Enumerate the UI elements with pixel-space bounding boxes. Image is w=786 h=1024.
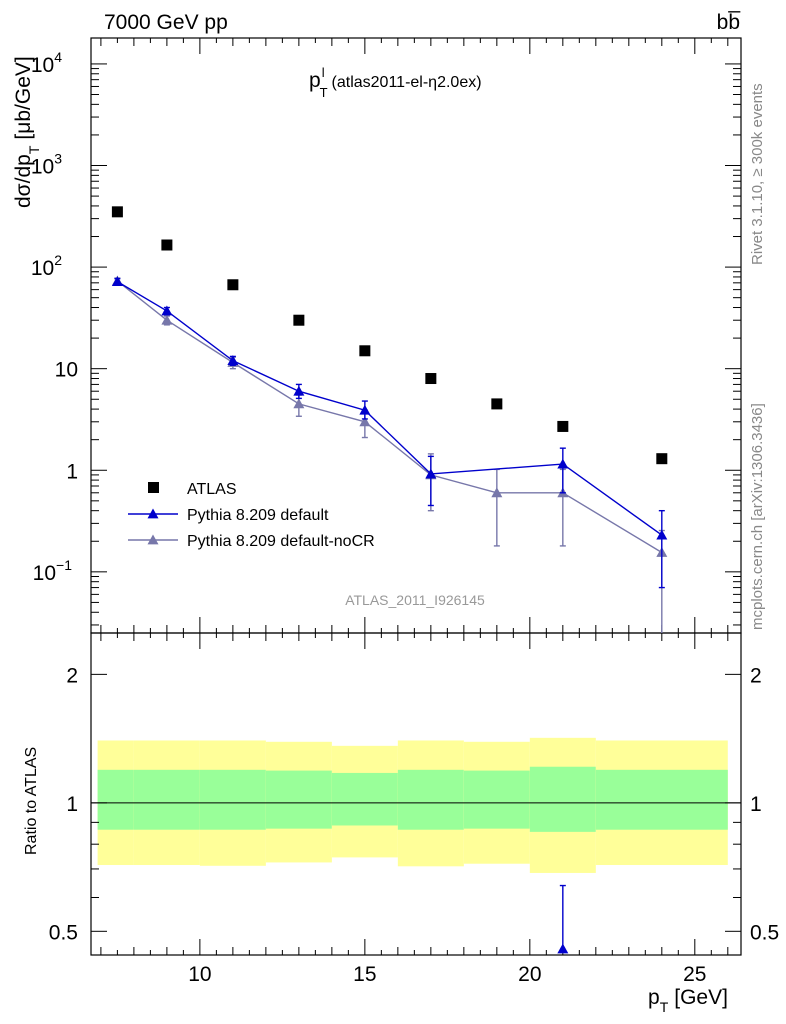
x-tick-label: 10 [188, 963, 211, 986]
band-inner-4 [331, 772, 398, 826]
legend-label: Pythia 8.209 default [187, 507, 329, 524]
band-inner-7 [529, 766, 596, 832]
x-tick-label: 15 [353, 963, 376, 986]
legend-label: ATLAS [187, 481, 237, 498]
data-point [161, 314, 173, 325]
ratio-y-tick-label: 1 [66, 793, 78, 816]
data-point [161, 239, 173, 251]
data-point [425, 373, 437, 385]
y-axis-label: dσ/dpT[μb/GeV] [12, 56, 42, 208]
data-point [227, 355, 239, 366]
band-inner-5 [397, 769, 464, 830]
data-point [293, 314, 305, 326]
analysis-watermark: ATLAS_2011_I926145 [345, 592, 485, 608]
data-point [359, 404, 371, 415]
legend-marker [147, 534, 159, 545]
data-point [161, 305, 173, 316]
y-tick-label: 103 [31, 151, 62, 179]
legend: ATLAS Pythia 8.209 default Pythia 8.209 de… [128, 481, 375, 550]
plot-title: pl T(atlas2011-el-η2.0ex) [309, 65, 482, 100]
ratio-plot-frame [90, 632, 742, 956]
data-point [293, 398, 305, 409]
ratio-y-axis-label: Ratio to ATLAS [23, 747, 40, 855]
ratio-y-tick-label: 2 [66, 664, 78, 687]
energy-label: 7000 GeV pp [104, 11, 228, 34]
legend-label: Pythia 8.209 default-noCR [187, 533, 375, 550]
series-1 [111, 276, 668, 589]
data-point [491, 398, 503, 410]
y-tick-label: 102 [31, 252, 62, 280]
series-2 [111, 275, 668, 633]
ratio-uncertainty-bands [97, 737, 728, 873]
data-point [557, 458, 569, 469]
ratio-y-tick-label: 0.5 [49, 921, 78, 944]
band-inner-0 [97, 769, 134, 830]
data-point [656, 529, 668, 540]
ratio-y-tick-label-right: 2 [750, 664, 762, 687]
y-tick-label: 104 [31, 49, 62, 77]
band-inner-8 [595, 769, 728, 830]
ratio-y-tick-label-right: 1 [750, 793, 762, 816]
data-point [227, 279, 239, 291]
mcplots-label: mcplots.cern.ch [arXiv:1306.3436] [749, 403, 766, 630]
ratio-y-tick-label-right: 0.5 [750, 921, 779, 944]
ratio-offscale-marker [557, 943, 569, 954]
x-axis-label: pT [GeV] [648, 986, 728, 1015]
data-point [111, 206, 123, 218]
data-point [656, 453, 668, 465]
band-inner-2 [199, 769, 266, 830]
band-inner-3 [265, 770, 332, 829]
data-point [491, 487, 503, 498]
y-tick-label: 10 [55, 359, 78, 382]
y-tick-label: 10−1 [33, 557, 73, 585]
data-point [293, 385, 305, 396]
data-point [557, 420, 569, 432]
y-tick-label: 1 [66, 460, 78, 483]
legend-marker [148, 482, 159, 493]
legend-marker [147, 508, 159, 519]
process-label: bb̅ [717, 11, 742, 34]
x-tick-label: 20 [518, 963, 541, 986]
band-inner-1 [133, 769, 200, 830]
rivet-label: Rivet 3.1.10, ≥ 300k events [749, 83, 766, 265]
x-tick-label: 25 [683, 963, 706, 986]
data-point [359, 345, 371, 357]
data-point [111, 276, 123, 286]
series-0 [111, 206, 668, 465]
data-point [425, 468, 437, 479]
band-inner-6 [463, 770, 530, 829]
series-line [117, 280, 663, 536]
data-point [359, 416, 371, 427]
